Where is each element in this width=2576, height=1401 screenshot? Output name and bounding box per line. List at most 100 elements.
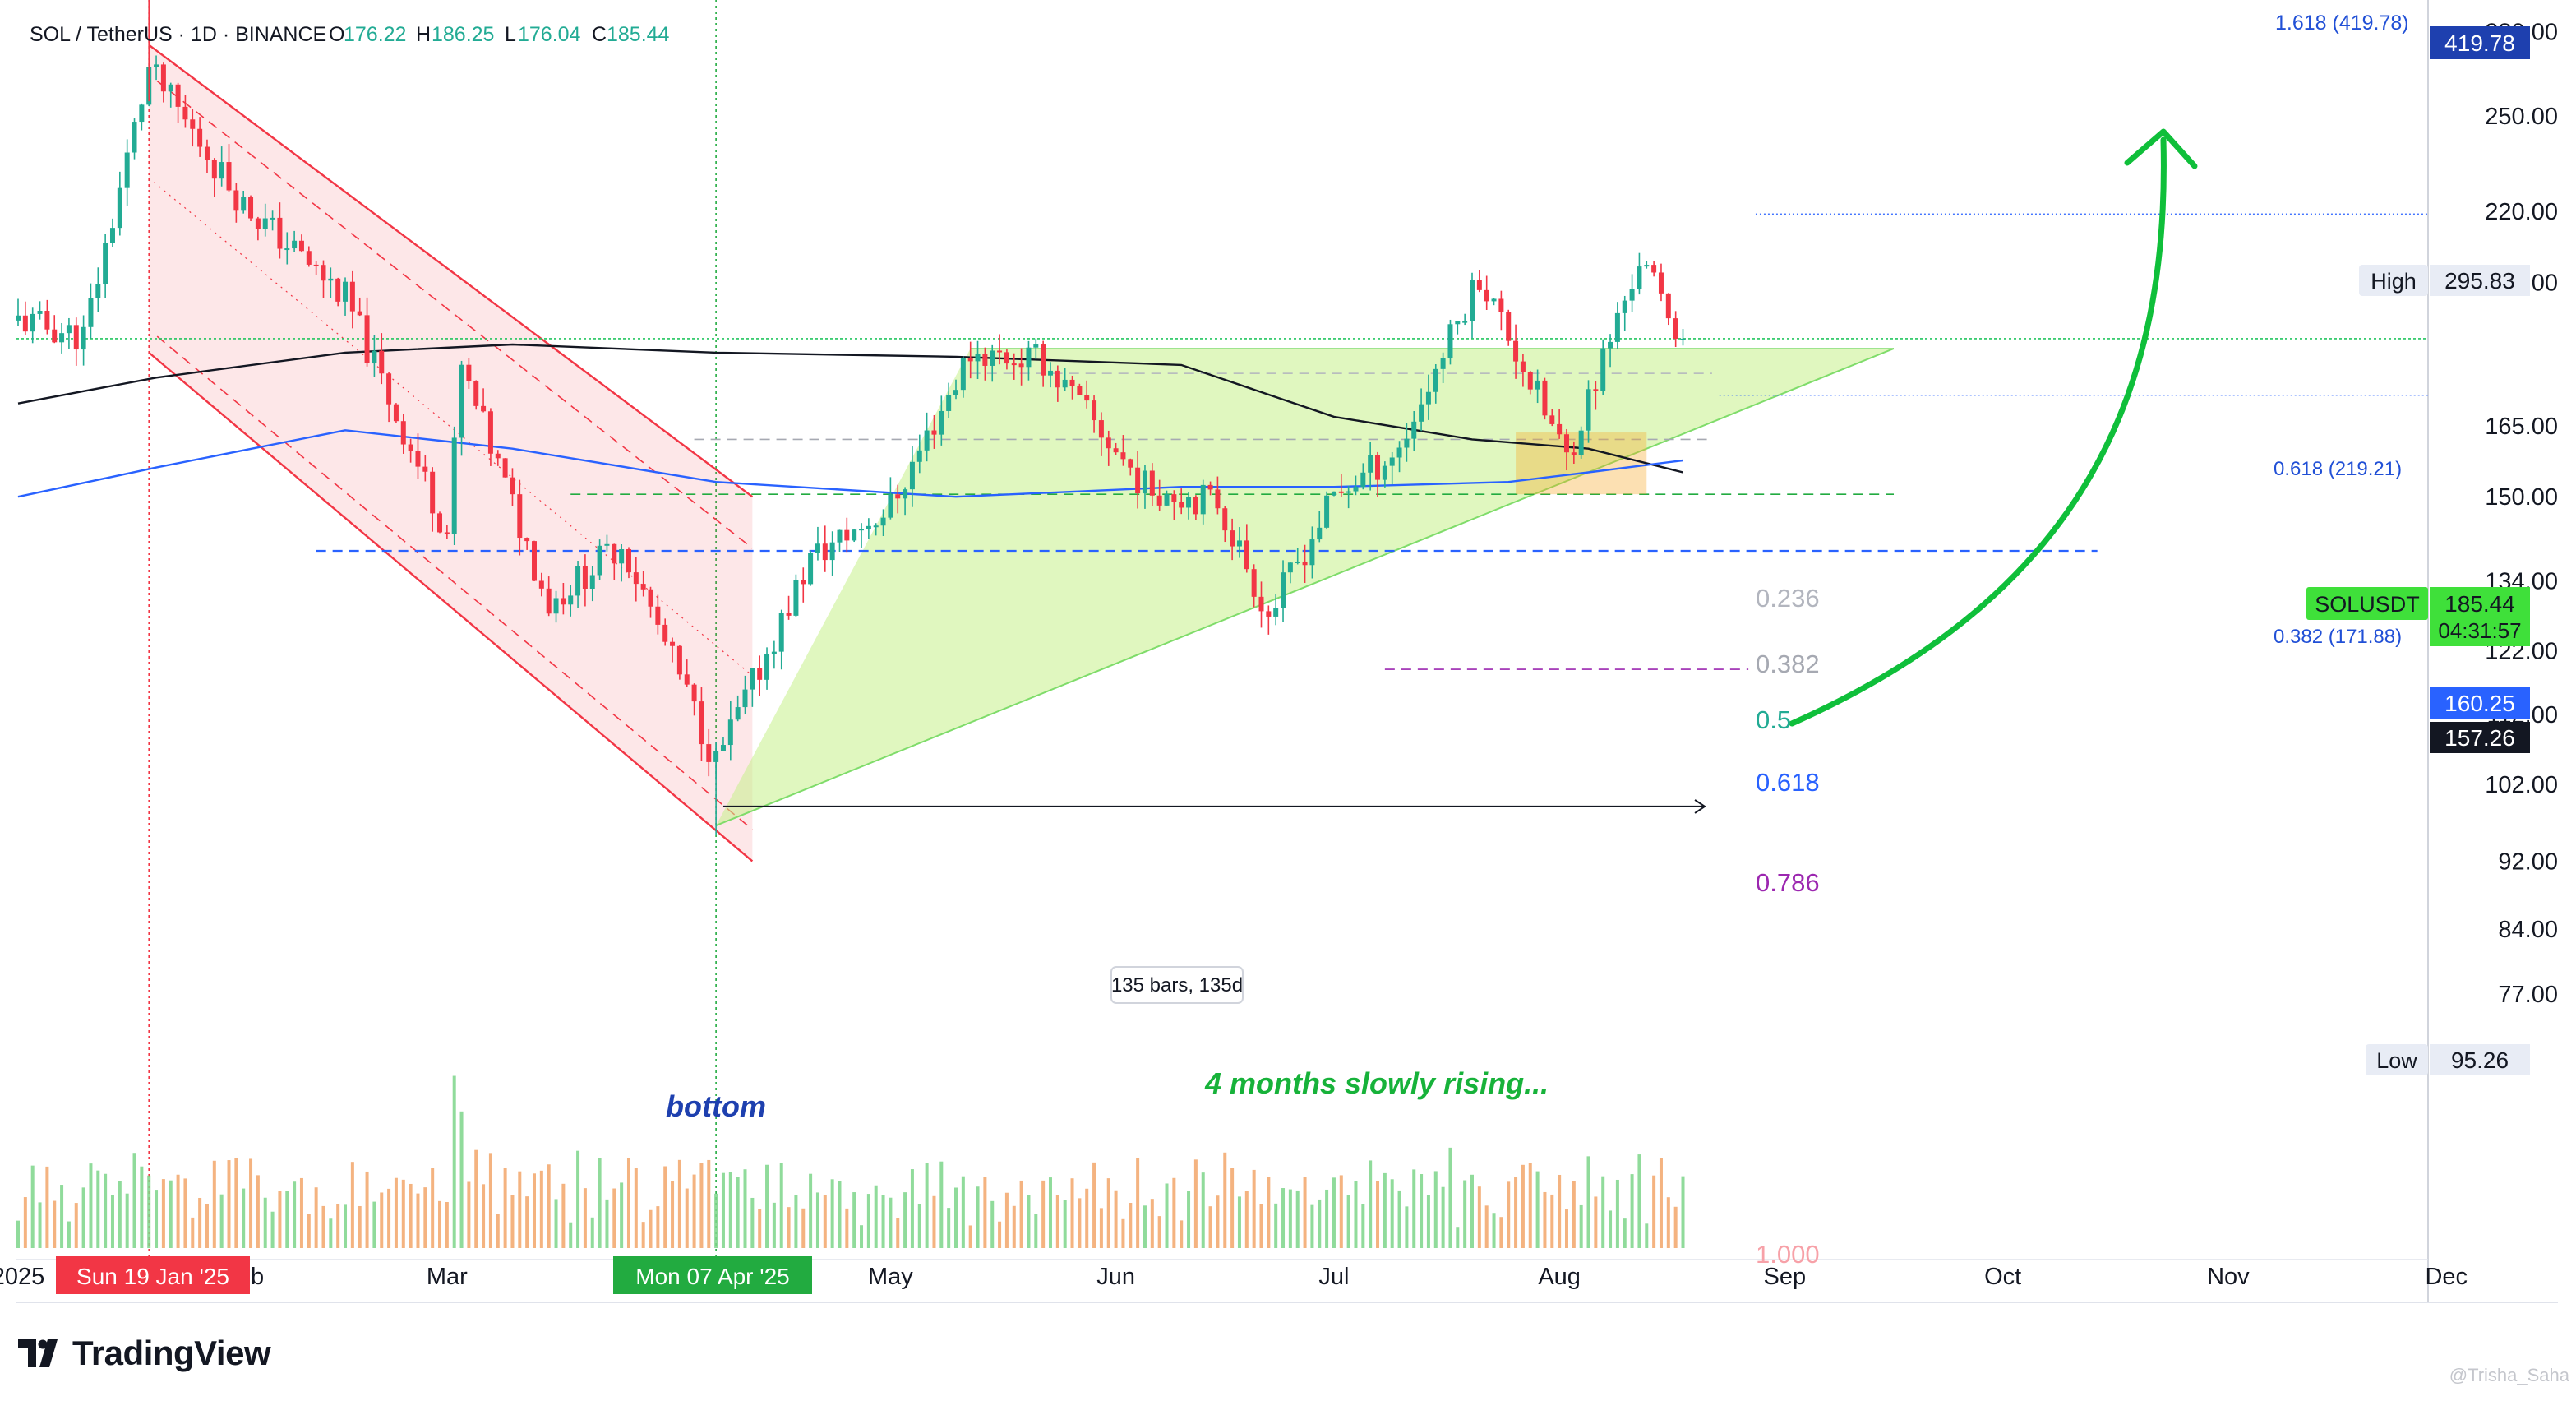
volume-bar: [1136, 1158, 1140, 1248]
candle-body: [132, 122, 137, 153]
volume-bar: [1041, 1180, 1046, 1248]
volume-bar: [1637, 1154, 1641, 1248]
candle-body: [1404, 438, 1410, 448]
volume-bar: [1528, 1163, 1532, 1248]
descending-channel-fill: [149, 44, 753, 862]
volume-bar: [503, 1168, 507, 1248]
candle-body: [1571, 452, 1577, 455]
candle-body: [1360, 472, 1366, 488]
candle-body: [1608, 341, 1613, 349]
candle-body: [1011, 363, 1017, 366]
candle-body: [495, 453, 501, 459]
volume-bar: [459, 1111, 464, 1248]
candle-body: [655, 606, 661, 625]
volume-bar: [794, 1195, 798, 1248]
candle-body: [1004, 352, 1009, 364]
candle-body: [502, 458, 508, 478]
volume-bar: [1078, 1198, 1082, 1248]
candle-body: [706, 744, 712, 762]
volume-bar: [1208, 1206, 1212, 1248]
volume-bar: [1318, 1199, 1322, 1248]
candle-body: [1156, 495, 1162, 506]
volume-bar: [1244, 1191, 1249, 1248]
candle-body: [553, 598, 559, 614]
volume-bar: [1288, 1189, 1292, 1248]
volume-bar: [1150, 1199, 1154, 1248]
candle-body: [1026, 347, 1032, 368]
candle-body: [328, 278, 334, 281]
volume-bar: [1484, 1205, 1489, 1248]
volume-bar: [1666, 1197, 1670, 1248]
volume-bar: [1216, 1195, 1220, 1248]
candle-body: [1433, 368, 1438, 392]
volume-bar: [1092, 1162, 1096, 1248]
candle-body: [873, 525, 879, 528]
candle-body: [1324, 495, 1330, 528]
volume-bar: [219, 1194, 224, 1248]
volume-bar: [242, 1188, 246, 1248]
volume-bar: [787, 1207, 791, 1248]
volume-bar: [1507, 1181, 1511, 1248]
volume-bar: [1027, 1195, 1031, 1248]
volume-bar: [532, 1173, 536, 1248]
fib-0236-label: 0.236: [1756, 584, 1820, 613]
volume-bar: [525, 1196, 529, 1248]
date-badge-mid: Mon 07 Apr '25: [613, 1256, 812, 1294]
candle-body: [1498, 298, 1504, 312]
volume-bar: [1180, 1220, 1184, 1248]
volume-bar: [590, 1217, 594, 1248]
measure-label: 135 bars, 135d: [1111, 974, 1243, 996]
candle-body: [1018, 363, 1024, 368]
candle-body: [1244, 540, 1249, 570]
volume-bar: [1477, 1186, 1481, 1248]
ma-badge-value: 157.26: [2444, 725, 2515, 751]
volume-bar: [169, 1180, 173, 1248]
high-badge: High 295.83: [2359, 265, 2530, 296]
candle-body: [248, 197, 254, 219]
volume-bar: [1609, 1210, 1613, 1248]
projection-arrow-head: [2124, 128, 2198, 169]
candle-body: [226, 162, 232, 191]
candle-body: [364, 315, 370, 363]
candle-body: [1106, 437, 1111, 449]
volume-bar: [1252, 1169, 1256, 1248]
candle-body: [735, 707, 741, 720]
volume-bar: [1623, 1218, 1627, 1248]
volume-bar: [1237, 1196, 1241, 1248]
candle-body: [103, 243, 108, 284]
candle-body: [866, 525, 871, 529]
volume-bar: [1499, 1217, 1503, 1248]
candle-body: [1637, 266, 1642, 289]
volume-bar: [576, 1150, 580, 1248]
bars-range-measure[interactable]: 135 bars, 135d: [1110, 966, 1244, 1004]
candle-body: [1033, 344, 1039, 348]
volume-bar: [845, 1208, 849, 1248]
volume-bar: [1369, 1160, 1373, 1248]
candle-body: [1281, 572, 1286, 608]
volume-bar: [1354, 1181, 1358, 1248]
candle-body: [30, 313, 35, 332]
tradingview-logo[interactable]: TradingView: [18, 1332, 271, 1375]
candle-body: [1644, 265, 1650, 267]
candle-body: [829, 542, 835, 561]
volume-bar: [104, 1173, 108, 1248]
price-tick-label: 92.00: [2498, 848, 2558, 875]
volume-bar: [285, 1191, 289, 1248]
candle-body: [1476, 280, 1482, 290]
candle-body: [422, 466, 428, 472]
candle-body: [400, 421, 406, 445]
price-tick-label: 165.00: [2485, 414, 2558, 440]
candle-body: [204, 146, 210, 160]
volume-bar: [1303, 1177, 1307, 1248]
volume-bar: [815, 1192, 819, 1248]
candle-body: [1041, 344, 1046, 376]
volume-bar: [1681, 1176, 1685, 1248]
candle-body: [1651, 265, 1657, 273]
ema-badge-bg: [2430, 687, 2530, 719]
volume-bar: [649, 1209, 653, 1248]
low-badge: Low 95.26: [2366, 1044, 2530, 1075]
volume-bar: [779, 1163, 783, 1248]
volume-bar: [191, 1217, 195, 1248]
volume-bar: [1172, 1177, 1176, 1248]
